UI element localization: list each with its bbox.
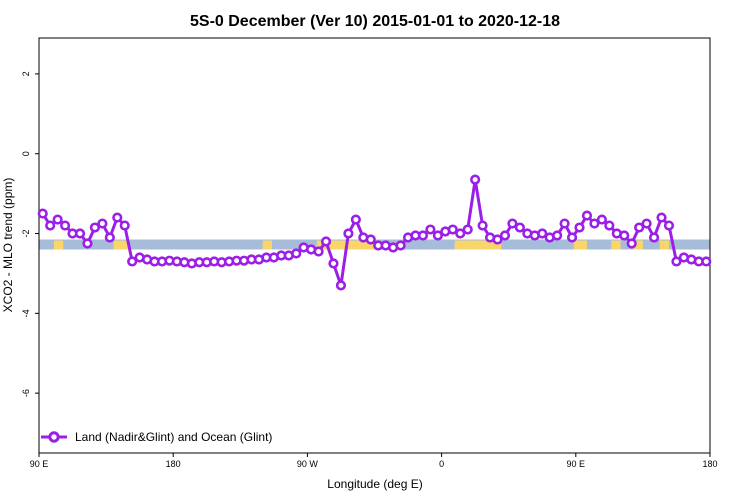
data-point	[37, 208, 48, 219]
data-point	[52, 214, 63, 225]
data-point	[82, 238, 93, 249]
y-tick-label: -2	[21, 230, 31, 238]
data-point	[626, 238, 637, 249]
y-tick-label: -4	[21, 309, 31, 317]
data-point	[552, 230, 563, 241]
data-point	[663, 220, 675, 231]
data-point	[507, 218, 518, 229]
data-point	[425, 224, 436, 235]
data-point	[447, 224, 458, 235]
data-point	[596, 214, 607, 225]
data-point	[291, 248, 302, 259]
data-point	[74, 228, 86, 239]
legend: Land (Nadir&Glint) and Ocean (Glint)	[41, 430, 272, 444]
x-axis-label: Longitude (deg E)	[327, 477, 422, 491]
data-point	[492, 234, 503, 245]
data-point	[45, 220, 56, 231]
chart-title: 5S-0 December (Ver 10) 2015-01-01 to 202…	[190, 13, 560, 30]
data-point	[335, 280, 347, 291]
land-segment	[633, 240, 643, 250]
series-layer	[37, 174, 712, 291]
land-segment	[573, 240, 587, 250]
x-tick-label: 180	[702, 459, 717, 469]
data-point	[499, 230, 511, 241]
data-point	[634, 222, 645, 233]
data-point	[559, 218, 570, 229]
data-point	[581, 210, 593, 221]
data-point	[127, 256, 138, 267]
land-segment	[659, 240, 669, 250]
land-segment	[53, 240, 64, 250]
data-point	[470, 174, 481, 185]
data-point	[671, 256, 682, 267]
x-tick-label: 0	[439, 459, 444, 469]
y-axis-label: XCO2 - MLO trend (ppm)	[1, 178, 15, 313]
data-point	[104, 232, 115, 243]
data-point	[656, 212, 667, 223]
data-point	[701, 256, 712, 267]
data-point	[89, 222, 101, 233]
plot-frame	[38, 37, 711, 454]
land-segment	[454, 240, 472, 250]
land-segment	[471, 240, 502, 250]
data-point	[648, 232, 660, 243]
legend-label: Land (Nadir&Glint) and Ocean (Glint)	[75, 430, 272, 444]
data-point	[395, 240, 406, 251]
x-tick-label: 90 E	[567, 459, 586, 469]
x-axis: 90 E 180 90 W 0 90 E 180	[30, 453, 718, 469]
y-tick-label: 2	[21, 71, 31, 76]
data-point	[641, 218, 652, 229]
data-point	[537, 228, 548, 239]
data-point	[59, 220, 71, 231]
data-point	[417, 230, 429, 241]
x-tick-label: 90 W	[297, 459, 319, 469]
y-tick-label: -6	[21, 389, 31, 397]
data-point	[566, 232, 578, 243]
data-point	[328, 258, 339, 269]
data-point	[350, 214, 361, 225]
y-tick-label: 0	[21, 151, 31, 156]
data-point	[97, 218, 108, 229]
data-point	[343, 228, 354, 239]
x-tick-label: 90 E	[30, 459, 49, 469]
data-point	[365, 234, 376, 245]
legend-marker	[48, 431, 60, 443]
data-point	[574, 222, 585, 233]
data-point	[432, 230, 443, 241]
data-point	[320, 236, 332, 247]
data-point	[477, 220, 488, 231]
data-point	[514, 222, 525, 233]
x-tick-label: 180	[166, 459, 181, 469]
data-point	[112, 212, 123, 223]
data-point	[119, 220, 130, 231]
data-point	[455, 228, 466, 239]
data-point	[462, 224, 473, 235]
data-point	[619, 230, 630, 241]
y-axis: 2 0 -2 -4 -6	[21, 71, 39, 397]
land-segment	[262, 240, 272, 250]
data-point	[589, 218, 600, 229]
data-point	[313, 246, 324, 257]
data-point	[604, 220, 615, 231]
land-segment	[611, 240, 621, 250]
land-segment	[113, 240, 129, 250]
